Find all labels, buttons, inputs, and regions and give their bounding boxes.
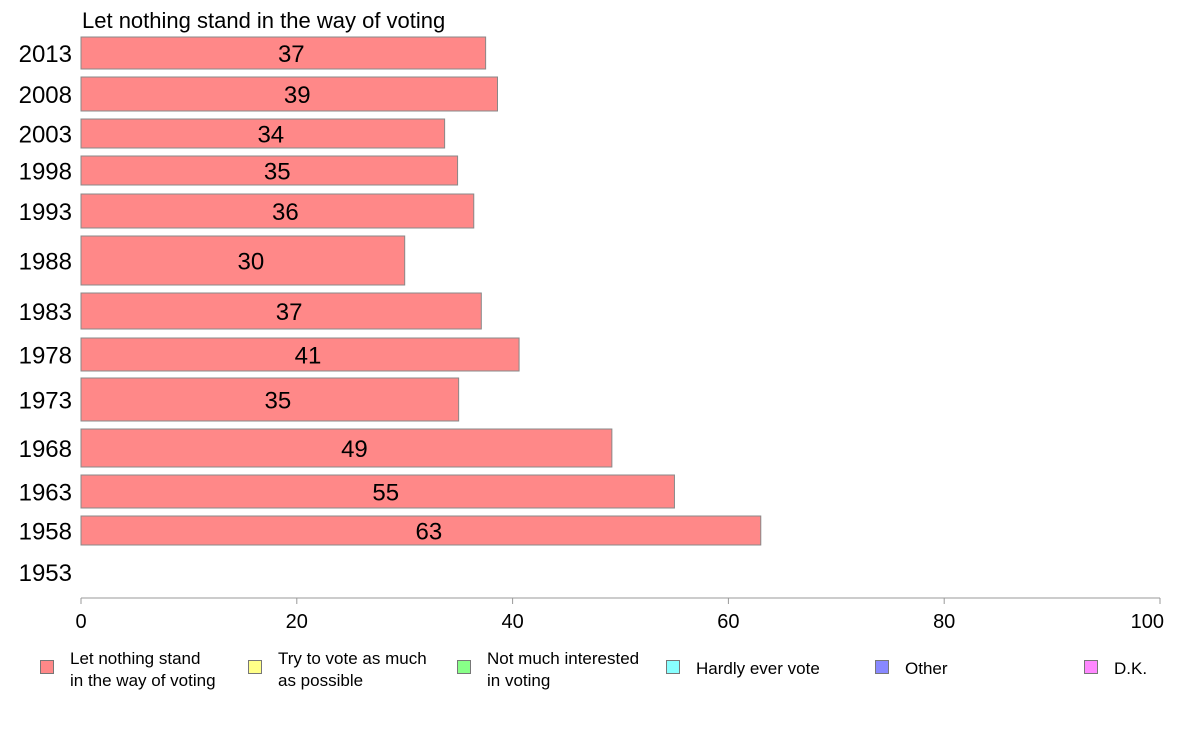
legend-swatch xyxy=(248,660,262,674)
year-label-1998: 1998 xyxy=(19,159,72,186)
legend-swatch xyxy=(40,660,54,674)
bar-2013 xyxy=(80,36,487,70)
data-label-1993: 36 xyxy=(272,199,299,226)
data-label-1973: 35 xyxy=(264,388,291,415)
data-label-2008: 39 xyxy=(284,82,311,109)
legend-item-6: D.K. xyxy=(1084,648,1147,680)
data-label-1998: 35 xyxy=(264,159,291,186)
bar-1973 xyxy=(80,377,460,422)
bar-1988 xyxy=(80,235,406,286)
year-label-1978: 1978 xyxy=(19,343,72,370)
year-label-1993: 1993 xyxy=(19,199,72,226)
legend-label: Try to vote as much as possible xyxy=(278,649,427,690)
year-label-2003: 2003 xyxy=(19,122,72,149)
year-label-1953: 1953 xyxy=(19,560,72,587)
legend-label: Let nothing stand in the way of voting xyxy=(70,649,216,690)
bar-1958 xyxy=(80,515,762,546)
year-labels-group: 2013 2008 2003 1998 1993 1988 1983 1978 1973 1968… xyxy=(19,41,72,587)
legend-swatch xyxy=(875,660,889,674)
bar-2003 xyxy=(80,118,446,149)
year-label-2008: 2008 xyxy=(19,82,72,109)
x-tick-label-20: 20 xyxy=(286,611,308,633)
legend-swatch xyxy=(666,660,680,674)
x-tick-label-60: 60 xyxy=(717,611,739,633)
chart-title: Let nothing stand in the way of voting xyxy=(82,8,445,33)
legend: Let nothing stand in the way of voting Tr… xyxy=(0,640,1188,700)
year-label-1968: 1968 xyxy=(19,436,72,463)
year-label-2013: 2013 xyxy=(19,41,72,68)
data-label-2003: 34 xyxy=(257,122,284,149)
year-label-1958: 1958 xyxy=(19,519,72,546)
year-label-1973: 1973 xyxy=(19,388,72,415)
legend-label: Other xyxy=(905,659,948,678)
bar-1983 xyxy=(80,292,482,330)
year-label-1988: 1988 xyxy=(19,249,72,276)
data-label-1968: 49 xyxy=(341,436,368,463)
x-tick-label-0: 0 xyxy=(75,611,86,633)
data-label-1983: 37 xyxy=(276,299,303,326)
bars-group xyxy=(80,36,762,546)
bar-1993 xyxy=(80,193,475,229)
legend-item-5: Other xyxy=(875,648,948,680)
x-axis: 0 20 40 60 80 100 xyxy=(75,597,1164,633)
data-label-1978: 41 xyxy=(295,343,322,370)
data-label-1988: 30 xyxy=(237,249,264,276)
data-label-1958: 63 xyxy=(416,519,443,546)
legend-label: D.K. xyxy=(1114,659,1148,678)
bar-1998 xyxy=(80,155,459,186)
legend-item-1: Let nothing stand in the way of voting xyxy=(40,648,216,692)
x-tick-label-40: 40 xyxy=(501,611,523,633)
bar-2008 xyxy=(80,76,498,112)
legend-item-3: Not much interested in voting xyxy=(457,648,639,692)
data-label-2013: 37 xyxy=(278,41,305,68)
legend-item-2: Try to vote as much as possible xyxy=(248,648,427,692)
x-tick-label-80: 80 xyxy=(933,611,955,633)
bar-1978 xyxy=(80,337,520,372)
bar-1963 xyxy=(80,474,675,509)
legend-swatch xyxy=(457,660,471,674)
x-tick-label-100: 100 xyxy=(1131,611,1164,633)
legend-label: Not much interested in voting xyxy=(487,649,640,690)
bar-1968 xyxy=(80,428,613,468)
legend-label: Hardly ever vote xyxy=(696,659,820,678)
legend-item-4: Hardly ever vote xyxy=(666,648,820,680)
data-label-1963: 55 xyxy=(372,480,399,507)
bar-chart: Let nothing stand in the way of voting 2… xyxy=(19,8,1164,633)
legend-swatch xyxy=(1084,660,1098,674)
year-label-1983: 1983 xyxy=(19,299,72,326)
year-label-1963: 1963 xyxy=(19,480,72,507)
